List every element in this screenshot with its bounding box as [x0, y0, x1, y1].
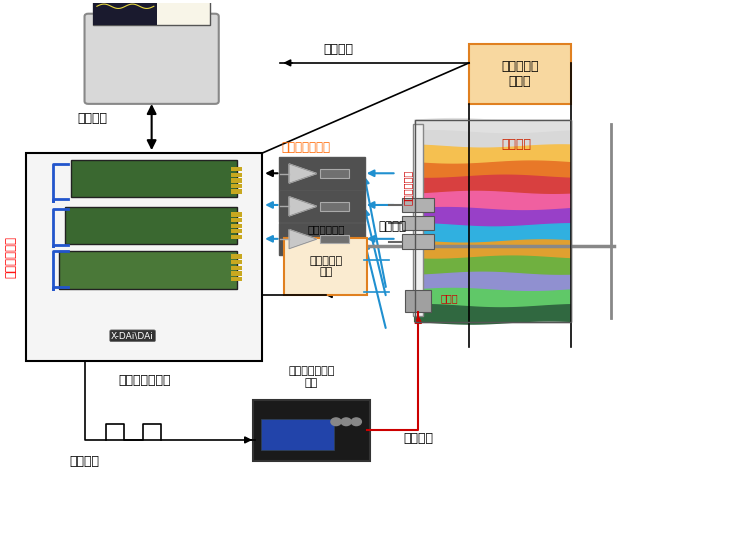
Text: 超声探头阵列: 超声探头阵列: [402, 169, 413, 205]
Text: 高压脉冲信号发
生器: 高压脉冲信号发 生器: [288, 367, 334, 388]
Text: 激励信号: 激励信号: [403, 432, 433, 445]
Bar: [231, 213, 242, 217]
FancyBboxPatch shape: [65, 207, 237, 245]
FancyBboxPatch shape: [134, 8, 169, 24]
Polygon shape: [415, 192, 570, 211]
Polygon shape: [415, 224, 570, 243]
Bar: [402, 216, 434, 231]
Bar: [320, 235, 350, 243]
Bar: [26, 153, 262, 360]
Bar: [231, 266, 242, 270]
Bar: [413, 124, 424, 316]
Bar: [284, 238, 367, 295]
Text: 信号放大器阵列: 信号放大器阵列: [281, 141, 331, 154]
Bar: [320, 202, 350, 211]
FancyBboxPatch shape: [279, 223, 365, 255]
Text: 数据采集系统: 数据采集系统: [4, 236, 17, 278]
FancyBboxPatch shape: [59, 251, 237, 289]
Polygon shape: [415, 208, 570, 227]
Bar: [231, 184, 242, 188]
Polygon shape: [415, 145, 570, 164]
Bar: [231, 260, 242, 264]
Bar: [93, 0, 210, 25]
Bar: [231, 229, 242, 233]
Bar: [231, 277, 242, 281]
Polygon shape: [415, 240, 570, 259]
Circle shape: [341, 418, 351, 426]
Polygon shape: [415, 175, 570, 195]
Polygon shape: [415, 161, 570, 178]
Polygon shape: [289, 164, 317, 183]
Text: 地质模型: 地质模型: [501, 138, 531, 151]
Polygon shape: [289, 197, 317, 216]
Text: 位置信息: 位置信息: [323, 43, 353, 56]
Bar: [231, 173, 242, 177]
Bar: [231, 235, 242, 239]
Circle shape: [331, 418, 341, 426]
Text: 震源锤: 震源锤: [440, 293, 457, 303]
Bar: [402, 235, 434, 249]
Bar: [231, 224, 242, 228]
FancyBboxPatch shape: [253, 400, 369, 461]
Bar: [469, 44, 570, 104]
Bar: [415, 120, 570, 322]
FancyBboxPatch shape: [279, 190, 365, 222]
Polygon shape: [415, 256, 570, 275]
Bar: [231, 178, 242, 183]
Text: 同步脉冲: 同步脉冲: [70, 455, 100, 468]
Bar: [231, 254, 242, 259]
Polygon shape: [415, 119, 570, 134]
Bar: [320, 169, 350, 178]
Circle shape: [351, 418, 361, 426]
Text: 增益控制信号: 增益控制信号: [307, 225, 345, 235]
Bar: [402, 198, 434, 213]
Text: 反馈信号: 反馈信号: [379, 220, 407, 233]
Text: 放大器控制
阵列: 放大器控制 阵列: [309, 256, 342, 277]
Text: 三维位置控
制系统: 三维位置控 制系统: [501, 60, 539, 88]
FancyBboxPatch shape: [71, 160, 237, 197]
Text: X-DAi\DAi: X-DAi\DAi: [111, 331, 154, 340]
Bar: [231, 167, 242, 172]
Polygon shape: [415, 289, 570, 308]
Bar: [231, 218, 242, 222]
Bar: [415, 120, 570, 322]
Polygon shape: [289, 230, 317, 249]
Text: 系统软件: 系统软件: [77, 112, 107, 125]
Polygon shape: [415, 305, 570, 324]
Bar: [231, 271, 242, 275]
Bar: [261, 419, 334, 450]
FancyBboxPatch shape: [279, 157, 365, 190]
Text: 数据采集卡阵列: 数据采集卡阵列: [118, 374, 171, 388]
Bar: [405, 290, 431, 312]
Polygon shape: [415, 131, 570, 148]
Bar: [231, 189, 242, 194]
Polygon shape: [415, 272, 570, 291]
Bar: [93, 0, 158, 25]
FancyBboxPatch shape: [84, 14, 218, 104]
